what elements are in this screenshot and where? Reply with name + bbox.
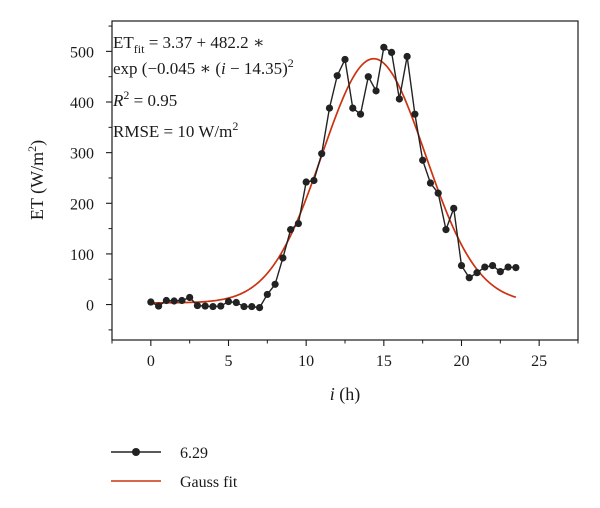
data-point — [426, 179, 435, 187]
data-point — [155, 302, 163, 310]
data-point — [318, 150, 326, 158]
data-point — [186, 293, 194, 302]
data-point — [224, 297, 233, 306]
y-tick-label: 0 — [86, 298, 94, 315]
y-tick-label: 200 — [70, 196, 94, 213]
annotation-line-3: R2 = 0.95 — [112, 88, 177, 110]
data-point — [372, 87, 380, 95]
data-point — [240, 302, 248, 311]
legend-label-data: 6.29 — [180, 445, 208, 462]
data-point — [465, 274, 473, 282]
data-point — [481, 263, 489, 271]
data-point — [279, 254, 287, 262]
gauss-fit-line — [150, 57, 517, 304]
data-point — [271, 280, 279, 288]
tick-labels: 0 5 10 15 20 25 0 100 200 300 400 500 — [70, 44, 547, 370]
data-point — [403, 52, 411, 61]
data-point — [434, 189, 442, 197]
data-point — [341, 55, 349, 64]
x-tick-label: 10 — [298, 353, 314, 370]
data-point — [349, 104, 357, 112]
gauss-fit-series — [150, 57, 517, 304]
y-tick-label: 500 — [70, 44, 94, 61]
data-point — [411, 110, 419, 118]
data-point — [356, 110, 365, 118]
data-point — [419, 156, 427, 164]
data-point — [263, 290, 271, 299]
data-point — [248, 302, 256, 311]
data-point — [201, 302, 209, 310]
data-point — [488, 261, 497, 270]
annotation-line-4: RMSE = 10 W/m2 — [113, 119, 238, 141]
data-point — [178, 296, 186, 305]
y-tick-label: 100 — [70, 247, 94, 264]
legend-marker-data — [132, 448, 140, 456]
data-point — [395, 95, 403, 103]
data-point — [302, 178, 310, 186]
data-point — [473, 269, 481, 277]
data-point — [255, 303, 264, 312]
data-point — [380, 43, 388, 51]
y-axis-label: ET (W/m2) — [25, 140, 48, 220]
data-point — [310, 176, 318, 185]
data-point — [333, 72, 341, 80]
x-tick-label: 5 — [225, 353, 233, 370]
data-point — [217, 302, 225, 310]
data-series-6-29 — [147, 43, 520, 312]
data-point — [162, 296, 170, 305]
x-tick-label: 25 — [531, 353, 547, 370]
data-point — [512, 263, 520, 272]
data-point — [457, 261, 466, 270]
data-point — [388, 48, 396, 56]
data-point — [450, 204, 458, 212]
data-point — [294, 219, 302, 228]
y-tick-label: 300 — [70, 146, 94, 163]
x-tick-label: 20 — [454, 353, 470, 370]
data-point — [287, 226, 295, 234]
x-tick-label: 15 — [376, 353, 392, 370]
data-point — [232, 298, 240, 307]
annotation-line-2: exp (−0.045 ∗ (i − 14.35)2 — [113, 56, 294, 78]
y-tick-label: 400 — [70, 95, 94, 112]
data-point — [147, 298, 155, 306]
fit-annotation: ETfit = 3.37 + 482.2 ∗ exp (−0.045 ∗ (i … — [112, 33, 294, 141]
data-point — [193, 301, 202, 310]
data-point — [209, 302, 217, 311]
data-point — [504, 263, 512, 271]
legend: 6.29 Gauss fit — [111, 445, 238, 491]
axis-ticks — [106, 25, 579, 346]
data-point — [442, 226, 450, 234]
x-axis-label: i (h) — [330, 384, 361, 405]
legend-label-fit: Gauss fit — [180, 474, 238, 491]
data-point — [170, 297, 178, 305]
data-point — [364, 73, 372, 81]
annotation-line-1: ETfit = 3.37 + 482.2 ∗ — [113, 33, 264, 56]
data-point — [325, 104, 334, 112]
data-point — [496, 268, 504, 276]
x-tick-label: 0 — [147, 353, 155, 370]
